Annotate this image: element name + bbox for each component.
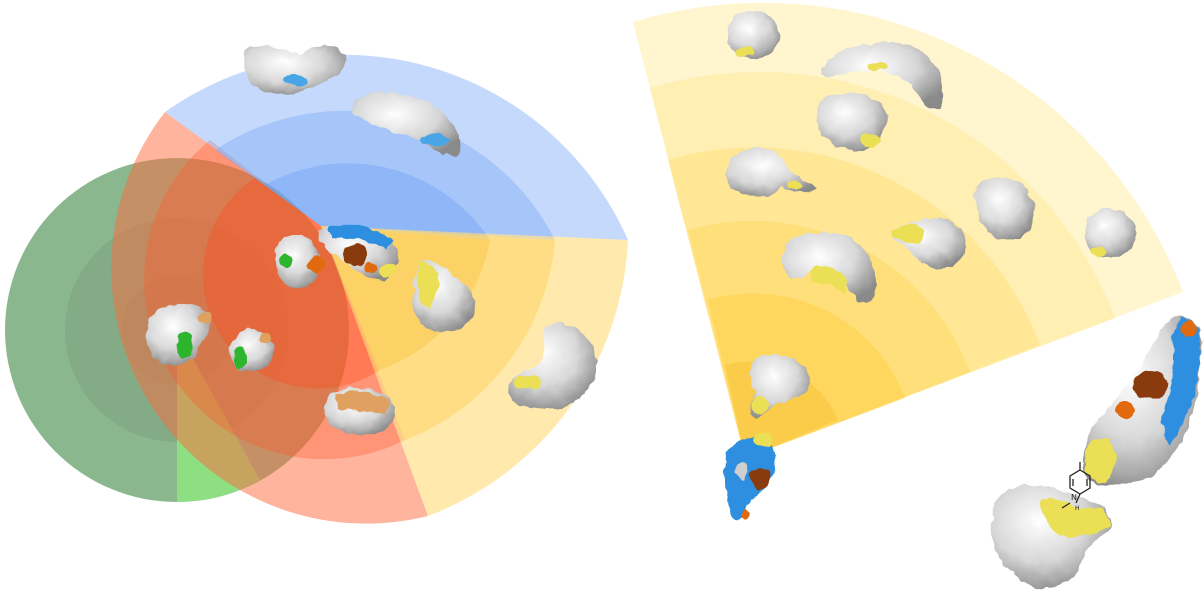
dimer-complex: N H — [991, 316, 1202, 589]
protein-fan-1 — [727, 11, 779, 59]
protein-fan-4 — [727, 148, 815, 197]
protein-green-1 — [146, 304, 212, 366]
bond-to-nitrogen — [1075, 493, 1081, 504]
right-panel: N H — [633, 2, 1202, 589]
blue-sector-outer — [165, 54, 628, 241]
protein-blue-2 — [351, 92, 461, 157]
red-sector-middle — [144, 140, 405, 460]
left-panel — [5, 45, 628, 524]
yellow-sector-outer — [321, 226, 628, 516]
protein-fan-6 — [892, 218, 966, 269]
blue-sector-middle — [215, 110, 555, 241]
protein-fan-2 — [821, 42, 943, 109]
protein-fan-3 — [816, 92, 888, 151]
protein-fan-9 — [749, 354, 811, 418]
protein-yellow-2 — [507, 323, 596, 410]
protein-fan-8 — [781, 232, 876, 304]
small-molecule: N H — [1061, 462, 1091, 512]
blue-sector-inner — [265, 163, 490, 240]
protein-dimer-top — [1082, 316, 1202, 486]
nitrogen-label: N — [1071, 493, 1077, 502]
hydrogen-label: H — [1075, 505, 1080, 512]
protein-fan-7 — [1084, 208, 1136, 258]
protein-dimer-bottom — [991, 485, 1112, 589]
protein-yellow-1 — [413, 260, 475, 332]
protein-blue-1 — [243, 45, 346, 96]
protein-green-2 — [230, 329, 275, 373]
protein-center — [318, 225, 398, 281]
protein-red-1 — [324, 387, 396, 435]
protein-center-left — [275, 236, 324, 289]
protein-fan-5 — [975, 177, 1034, 240]
blue-sector-group — [165, 54, 628, 241]
protein-fan-apex — [724, 433, 776, 521]
